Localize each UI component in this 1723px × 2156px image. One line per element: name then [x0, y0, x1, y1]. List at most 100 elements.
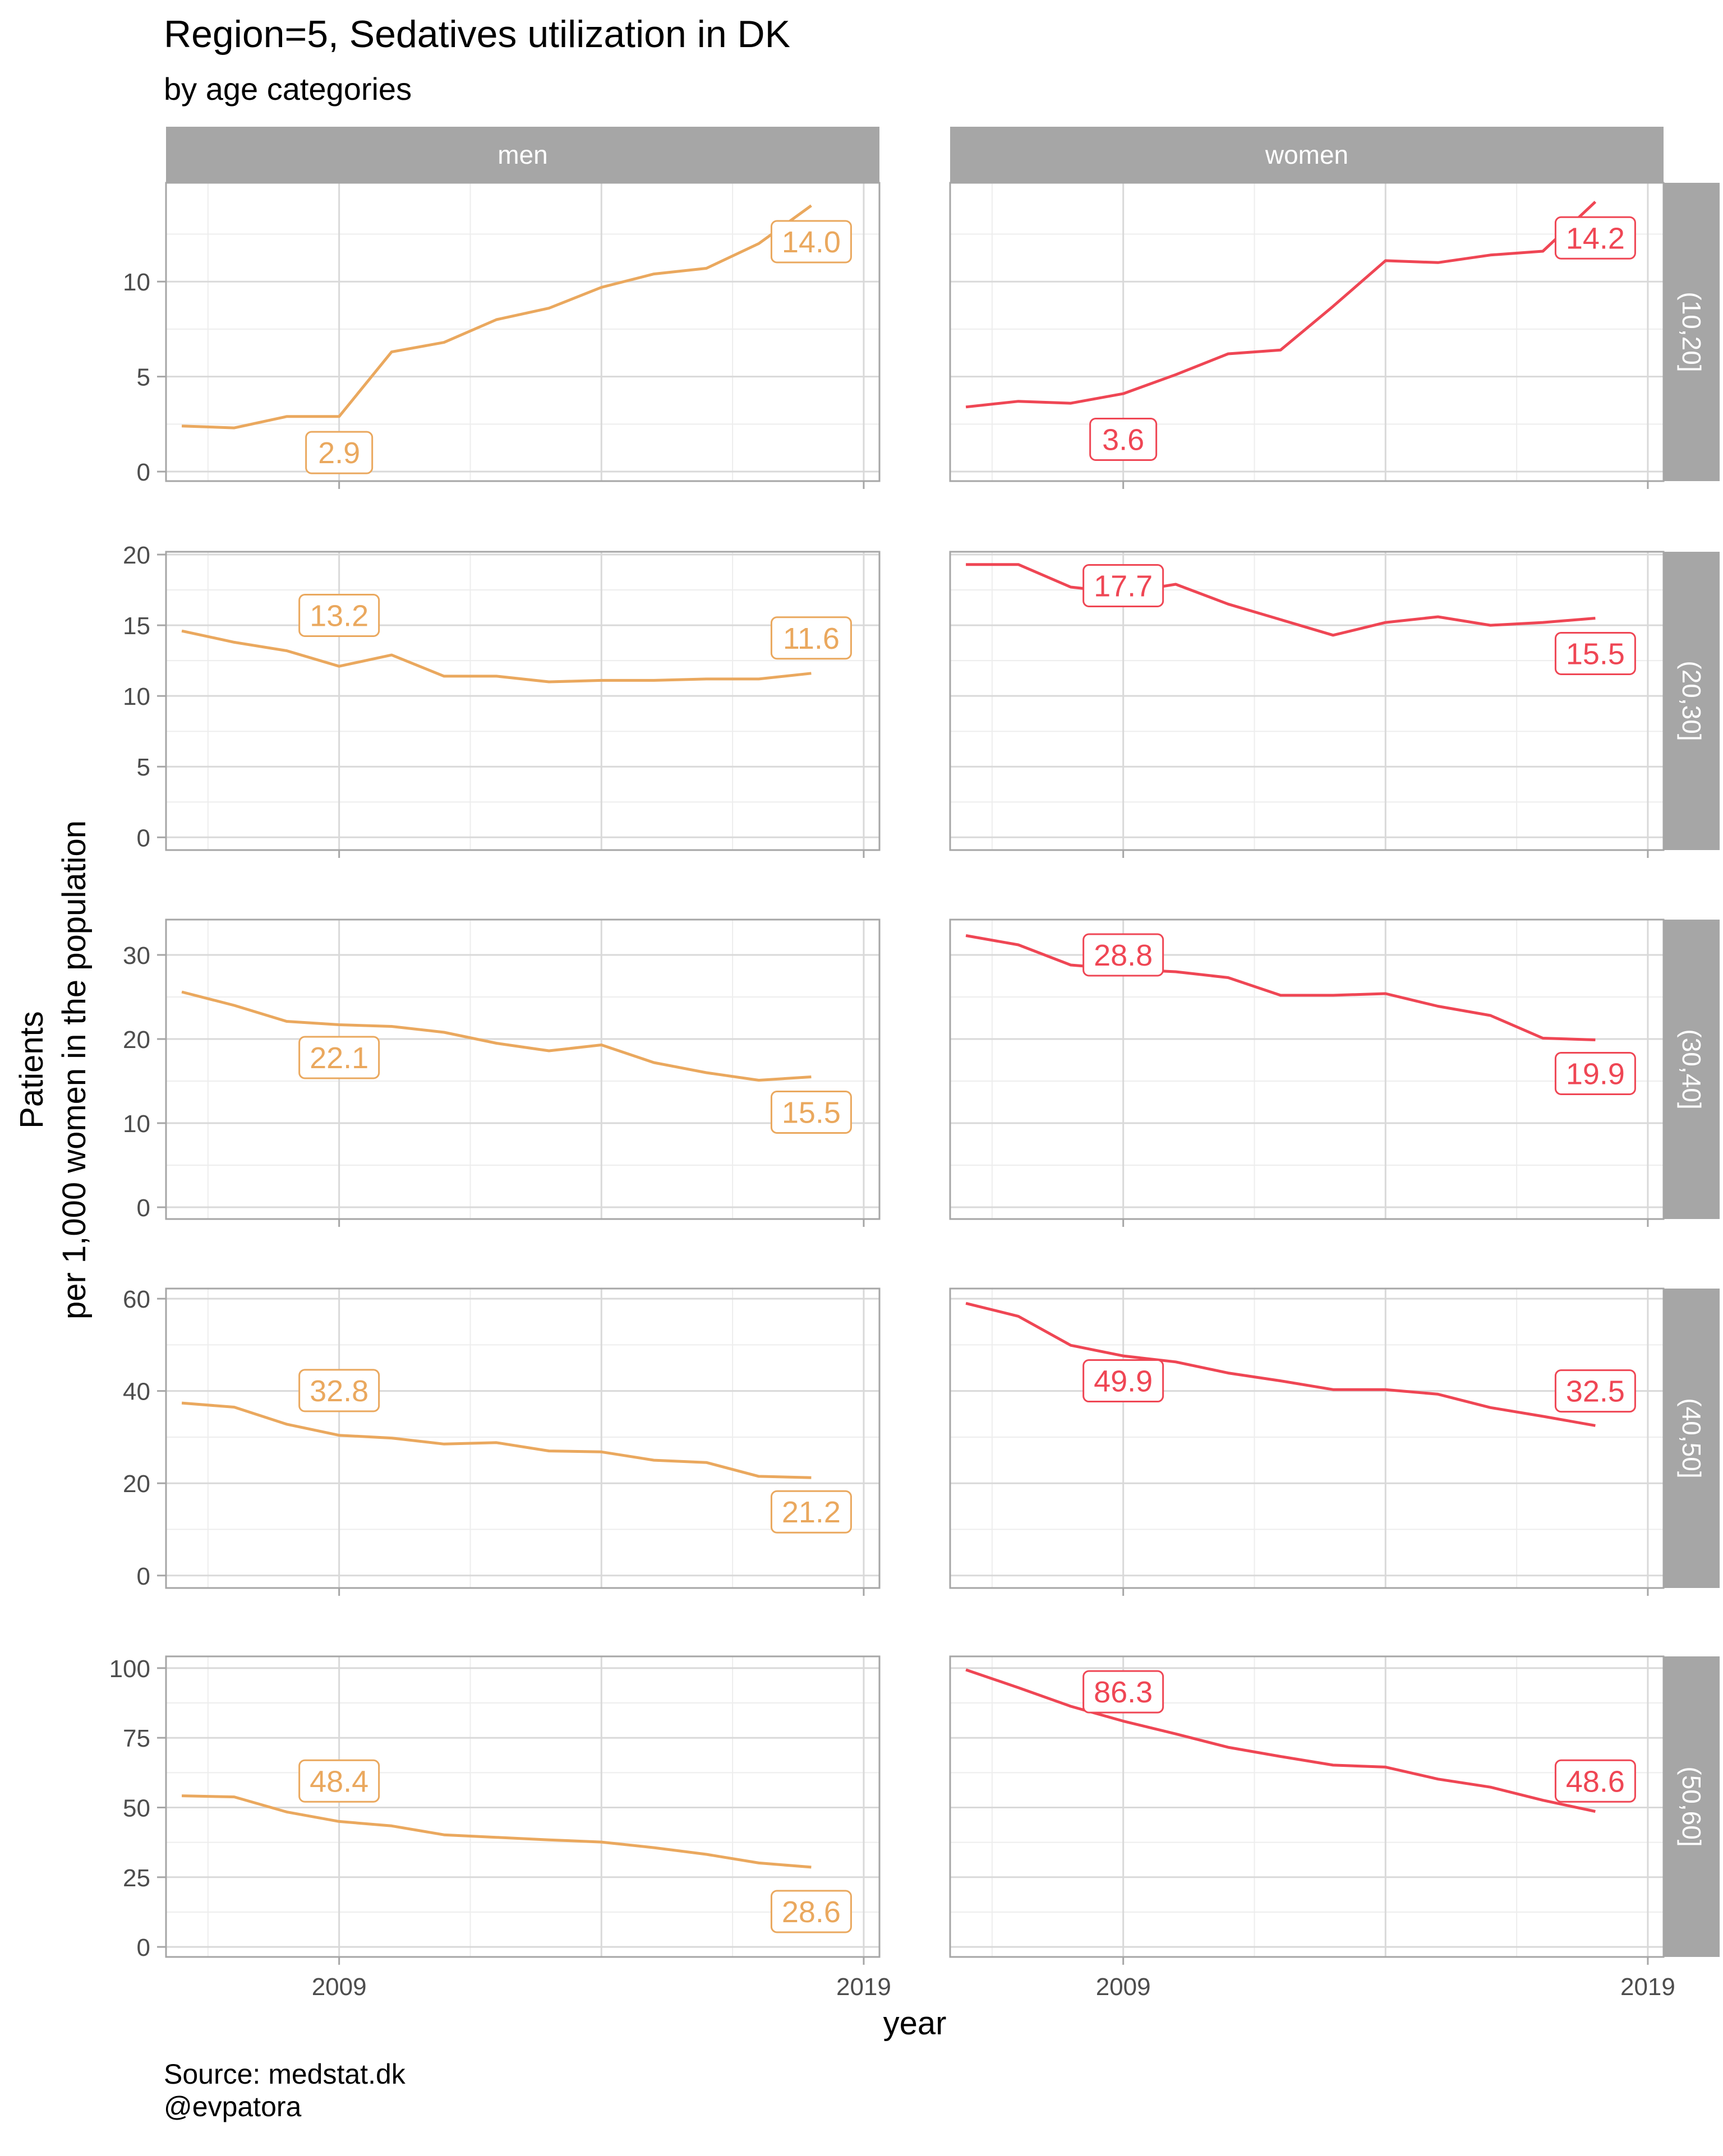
row-strip-4 [1664, 1656, 1720, 1957]
data-label: 3.6 [1102, 423, 1144, 456]
row-strip-label: (10,20] [1677, 292, 1706, 372]
y-tick-label: 10 [123, 683, 150, 710]
row-strip-label: (30,40] [1677, 1029, 1706, 1109]
panel-women-1: 17.7 15.5 [949, 551, 1665, 858]
series-line-women [965, 1668, 1596, 1813]
panel-men-3: 32.8 21.2 [165, 1287, 881, 1596]
y-tick-label: 0 [137, 1934, 150, 1961]
data-label-box [770, 220, 852, 264]
data-label: 19.9 [1566, 1058, 1625, 1091]
data-label-box [770, 1890, 852, 1933]
x-tick-label: 2009 [312, 1973, 367, 2001]
y-axis-title-line-1: Patients [13, 1011, 50, 1129]
data-label-box [1554, 1759, 1636, 1803]
data-label: 21.2 [782, 1495, 841, 1529]
caption-line: Source: medstat.dk [164, 2058, 406, 2090]
data-label-box [305, 431, 374, 474]
data-label: 2.9 [318, 436, 360, 470]
y-tick-label: 15 [123, 612, 150, 640]
panel-border [949, 1287, 1665, 1589]
y-tick-label: 40 [123, 1378, 150, 1406]
panel-men-4: 48.4 28.6 2009 2019 [165, 1655, 891, 2001]
data-label: 14.2 [1566, 221, 1625, 255]
row-strip-3 [1664, 1289, 1720, 1588]
data-label-box [1554, 216, 1636, 260]
series-line-women [965, 1301, 1596, 1427]
row-strip-label: (20,30] [1677, 661, 1706, 741]
y-tick-label: 0 [137, 824, 150, 852]
data-label-box [770, 616, 852, 660]
series-line-women [965, 934, 1596, 1041]
data-label: 17.7 [1094, 570, 1153, 603]
panel-border [165, 182, 881, 482]
panel-men-1: 13.2 11.6 [165, 551, 881, 858]
data-label-box [1082, 1359, 1164, 1403]
y-tick-label: 30 [123, 942, 150, 969]
y-tick-label: 20 [123, 1026, 150, 1054]
strip-label-men: men [497, 140, 547, 169]
series-line-men [181, 1401, 812, 1479]
data-label-box [1082, 1670, 1164, 1714]
data-label: 13.2 [310, 599, 368, 633]
series-line-men [182, 204, 812, 430]
series-line-men [181, 990, 812, 1082]
caption-line: @evpatora [164, 2091, 302, 2122]
data-label: 14.0 [782, 225, 841, 259]
panel-border [165, 551, 881, 851]
data-label-box [1554, 632, 1636, 676]
data-label-box [1089, 417, 1158, 461]
data-label-box [770, 1091, 852, 1134]
x-axis-title: year [883, 2005, 947, 2042]
y-tick-label: 100 [109, 1655, 150, 1683]
x-tick-label: 2009 [1096, 1973, 1151, 2001]
panel-border [949, 918, 1665, 1220]
data-label: 11.6 [783, 622, 840, 655]
strip-women [950, 127, 1664, 183]
strip-men [166, 127, 879, 183]
series-line-women [966, 563, 1596, 637]
row-strip-2 [1664, 920, 1720, 1219]
y-tick-label: 20 [123, 1470, 150, 1498]
data-label: 86.3 [1094, 1675, 1153, 1709]
series-line-women [965, 201, 1597, 409]
y-tick-label: 25 [123, 1864, 150, 1892]
data-label: 49.9 [1094, 1365, 1153, 1398]
row-strip-label: (40,50] [1677, 1398, 1706, 1478]
y-tick-label: 60 [123, 1286, 150, 1313]
chart-subtitle: by age categories [164, 71, 412, 107]
y-tick-label: 5 [137, 364, 150, 391]
y-tick-label: 5 [137, 754, 150, 781]
y-tick-label: 0 [137, 1563, 150, 1590]
data-label-box [298, 1759, 380, 1803]
panel-women-4: 86.3 48.6 2009 2019 [949, 1655, 1675, 2001]
series-line-men [181, 629, 812, 684]
row-strip-1 [1664, 552, 1720, 850]
panel-border [949, 551, 1665, 851]
panel-women-3: 49.9 32.5 [949, 1287, 1665, 1596]
data-label-box [1082, 933, 1164, 977]
data-label: 22.1 [310, 1041, 368, 1075]
data-label-box [770, 1490, 852, 1534]
panel-border [165, 918, 881, 1220]
y-tick-label: 75 [123, 1725, 150, 1752]
data-label-box [1082, 564, 1164, 608]
chart-title: Region=5, Sedatives utilization in DK [164, 13, 790, 56]
panel-women-2: 28.8 19.9 [949, 918, 1665, 1227]
row-strip-0 [1664, 183, 1720, 481]
data-label-box [298, 1369, 380, 1412]
panel-border [949, 182, 1665, 482]
series-line-men [182, 1794, 812, 1869]
panel-border [165, 1655, 881, 1958]
data-label: 32.5 [1566, 1375, 1625, 1409]
panel-men-2: 22.1 15.5 [165, 918, 881, 1227]
row-strip-label: (50,60] [1677, 1766, 1706, 1846]
data-label: 32.8 [310, 1374, 368, 1408]
strip-label-women: women [1265, 140, 1348, 169]
y-tick-label: 50 [123, 1794, 150, 1822]
panel-men-0: 2.9 14.0 [165, 182, 881, 489]
data-label: 28.8 [1094, 939, 1153, 972]
y-tick-label: 20 [123, 542, 150, 569]
data-label: 15.5 [782, 1096, 841, 1130]
